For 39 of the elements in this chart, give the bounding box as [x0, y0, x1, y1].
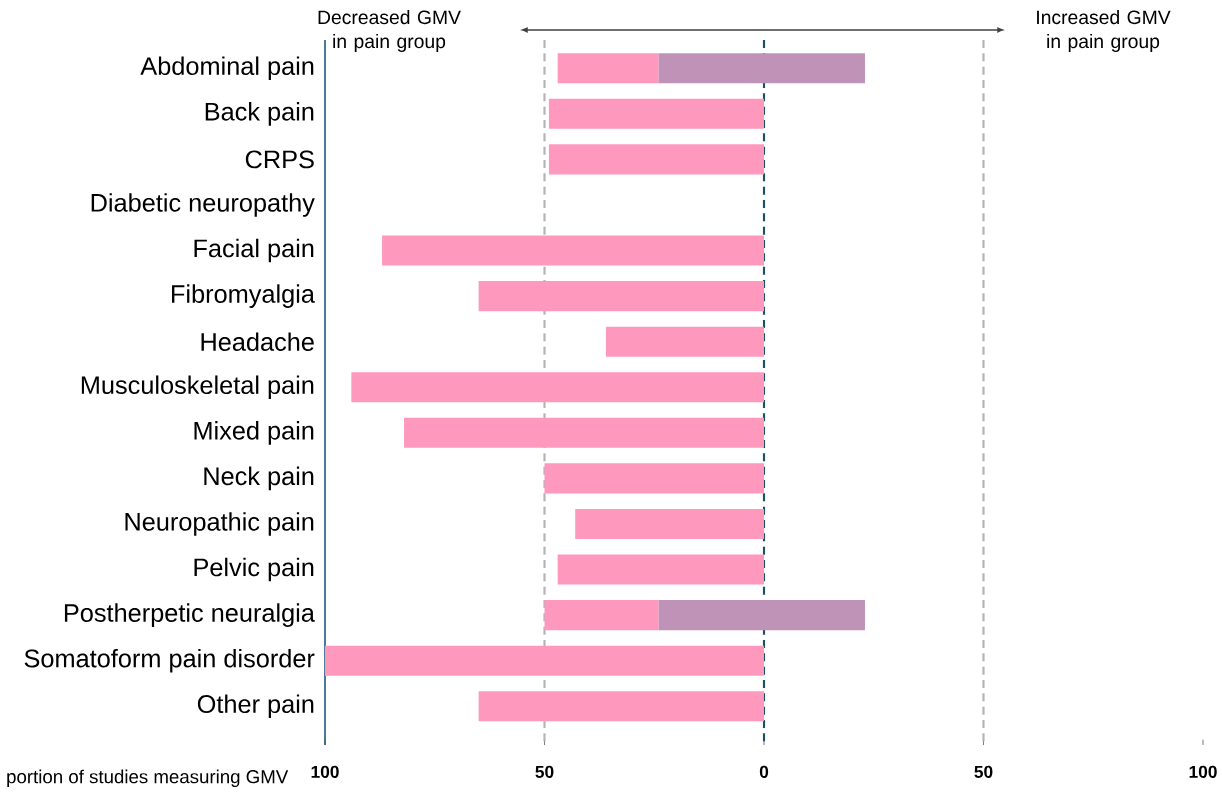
bar: [544, 600, 659, 631]
bar: [404, 417, 764, 448]
y-tick-label: Facial pain: [194, 238, 314, 263]
x-tick-label: 50: [535, 765, 554, 778]
bar: [382, 235, 764, 266]
bar: [658, 600, 865, 631]
x-tick-label: 100: [311, 765, 339, 778]
bar: [548, 98, 764, 129]
y-tick-label: Musculoskeletal pain: [81, 375, 314, 400]
y-tick-label: Headache: [201, 332, 314, 351]
bar: [478, 691, 764, 722]
annotation: Decreased GMV in pain group: [318, 9, 461, 52]
bar: [325, 645, 764, 676]
y-tick-label: Postherpetic neuralgia: [64, 603, 315, 627]
y-tick-label: Abdominal pain: [140, 56, 314, 81]
y-tick-label: Back pain: [205, 102, 314, 126]
y-tick-label: Fibromyalgia: [172, 284, 315, 308]
x-tick-label: 100: [1189, 765, 1217, 778]
bar: [544, 463, 764, 494]
bar: [557, 554, 764, 585]
bar: [557, 53, 659, 84]
bar: [575, 508, 764, 540]
x-tick-label: 0: [759, 765, 769, 778]
x-axis-title: portion of studies measuring GMV: [7, 769, 289, 788]
annotation: Increased GMV in pain group: [1037, 9, 1171, 52]
bar: [548, 144, 764, 175]
bar: [605, 326, 764, 357]
y-tick-label: Diabetic neuropathy: [91, 193, 315, 217]
y-tick-label: Neuropathic pain: [125, 512, 314, 536]
x-tick-label: 50: [974, 765, 993, 778]
bar: [658, 53, 865, 84]
bar: [478, 281, 764, 312]
y-tick-label: Other pain: [197, 694, 314, 719]
bar: [351, 372, 764, 403]
y-tick-label: CRPS: [245, 150, 314, 169]
y-tick-label: Neck pain: [204, 466, 314, 491]
y-tick-label: Pelvic pain: [194, 557, 314, 582]
y-tick-label: Mixed pain: [194, 421, 314, 445]
y-tick-label: Somatoform pain disorder: [24, 648, 315, 673]
